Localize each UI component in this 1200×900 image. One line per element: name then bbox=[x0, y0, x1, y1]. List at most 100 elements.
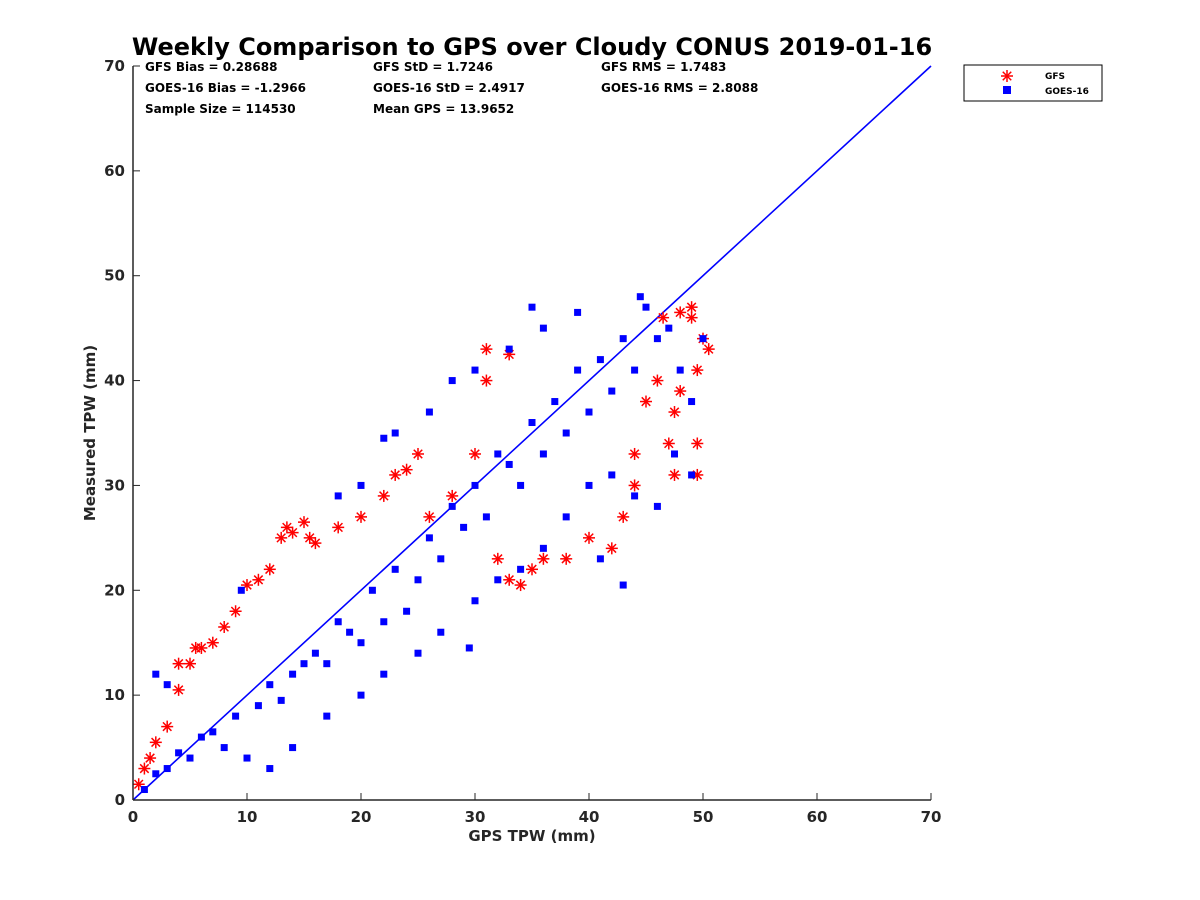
gfs-point bbox=[377, 489, 390, 502]
y-tick-label: 50 bbox=[104, 267, 125, 285]
gfs-point bbox=[605, 542, 618, 555]
gfs-point bbox=[412, 447, 424, 460]
goes16-point bbox=[562, 429, 570, 437]
goes16-point bbox=[380, 434, 388, 442]
goes16-point bbox=[448, 502, 456, 510]
goes16-point bbox=[482, 513, 490, 521]
gfs-point bbox=[309, 537, 322, 550]
goes16-point bbox=[631, 366, 639, 374]
goes16-point bbox=[414, 576, 422, 584]
goes16-point bbox=[585, 481, 593, 489]
y-tick-label: 40 bbox=[104, 372, 125, 390]
goes16-point bbox=[671, 450, 678, 458]
goes16-point bbox=[596, 555, 604, 563]
goes16-point bbox=[357, 481, 365, 489]
x-tick-label: 60 bbox=[807, 808, 828, 826]
goes16-point bbox=[237, 586, 245, 594]
gfs-point bbox=[446, 489, 459, 502]
goes16-point bbox=[311, 649, 319, 657]
gfs-point bbox=[617, 510, 630, 523]
x-tick-label: 20 bbox=[351, 808, 372, 826]
goes16-point bbox=[608, 471, 616, 479]
legend-goes16-marker bbox=[1003, 86, 1011, 94]
gfs-point bbox=[537, 552, 550, 565]
goes16-point bbox=[562, 513, 570, 521]
goes16-point bbox=[653, 502, 661, 510]
gfs-point bbox=[668, 468, 681, 481]
goes16-point bbox=[140, 786, 148, 794]
gfs-point bbox=[275, 531, 288, 544]
x-tick-label: 30 bbox=[465, 808, 486, 826]
goes16-point bbox=[346, 628, 354, 636]
y-axis-ticks: 0 10 20 30 40 50 60 70 bbox=[104, 57, 140, 809]
legend-gfs-marker bbox=[1001, 70, 1013, 82]
goes16-point bbox=[380, 670, 388, 678]
y-axis-label: Measured TPW (mm) bbox=[81, 345, 99, 521]
gfs-point bbox=[480, 374, 493, 387]
goes16-point bbox=[465, 644, 473, 652]
gfs-point bbox=[252, 573, 265, 586]
goes16-point bbox=[448, 377, 456, 385]
gfs-point bbox=[657, 311, 670, 324]
goes16-point bbox=[574, 366, 582, 374]
goes16-point bbox=[471, 481, 479, 489]
legend-box bbox=[963, 64, 1103, 102]
goes16-point bbox=[642, 303, 650, 311]
gfs-point bbox=[640, 395, 652, 408]
goes16-point bbox=[608, 387, 616, 395]
goes16-point bbox=[619, 335, 627, 343]
goes16-point bbox=[175, 749, 183, 757]
goes16-point bbox=[391, 565, 399, 573]
y-tick-label: 60 bbox=[104, 162, 125, 180]
goes16-point bbox=[636, 293, 644, 301]
gfs-point bbox=[229, 605, 242, 618]
stat-gfs-rms: GFS RMS = 1.7483 bbox=[601, 60, 726, 74]
gfs-point bbox=[138, 762, 151, 775]
gfs-point bbox=[503, 573, 516, 586]
x-tick-label: 50 bbox=[693, 808, 714, 826]
y-tick-label: 30 bbox=[104, 476, 125, 494]
gfs-series bbox=[132, 301, 715, 791]
gfs-point bbox=[298, 516, 310, 529]
goes16-point bbox=[631, 492, 639, 500]
gfs-point bbox=[400, 463, 413, 476]
goes16-point bbox=[197, 733, 205, 741]
legend-goes16-label: GOES-16 bbox=[1045, 87, 1089, 97]
goes16-point bbox=[368, 586, 376, 594]
stat-gfs-std: GFS StD = 1.7246 bbox=[373, 60, 493, 74]
reference-line-1to1 bbox=[132, 65, 932, 801]
goes16-point bbox=[688, 471, 696, 479]
goes16-point bbox=[186, 754, 194, 762]
plot-area bbox=[132, 65, 932, 801]
gfs-point bbox=[144, 752, 157, 765]
legend: GFS GOES-16 bbox=[963, 64, 1103, 102]
x-tick-label: 70 bbox=[921, 808, 942, 826]
goes16-point bbox=[266, 681, 274, 689]
axes bbox=[132, 66, 931, 801]
gfs-point bbox=[241, 579, 253, 592]
goes16-point bbox=[539, 544, 547, 552]
goes16-point bbox=[163, 681, 171, 689]
gfs-point bbox=[526, 563, 538, 576]
goes16-point bbox=[334, 492, 342, 500]
goes16-point bbox=[152, 670, 160, 678]
gfs-point bbox=[691, 437, 704, 450]
goes16-point bbox=[471, 597, 479, 605]
gfs-point bbox=[702, 343, 715, 356]
gfs-point bbox=[206, 636, 219, 649]
gfs-point bbox=[389, 468, 402, 481]
gfs-point bbox=[685, 301, 698, 314]
gfs-point bbox=[628, 447, 641, 460]
goes16-point bbox=[323, 660, 331, 668]
goes16-point bbox=[425, 408, 433, 416]
goes16-point bbox=[528, 419, 536, 427]
gfs-point bbox=[560, 552, 573, 565]
stat-goes-std: GOES-16 StD = 2.4917 bbox=[373, 81, 525, 95]
goes16-point bbox=[414, 649, 422, 657]
gfs-point bbox=[469, 447, 481, 460]
x-tick-label: 40 bbox=[579, 808, 600, 826]
gfs-point bbox=[355, 510, 367, 523]
gfs-point bbox=[514, 579, 527, 592]
x-axis-label: GPS TPW (mm) bbox=[468, 827, 595, 845]
goes16-point bbox=[357, 639, 365, 647]
